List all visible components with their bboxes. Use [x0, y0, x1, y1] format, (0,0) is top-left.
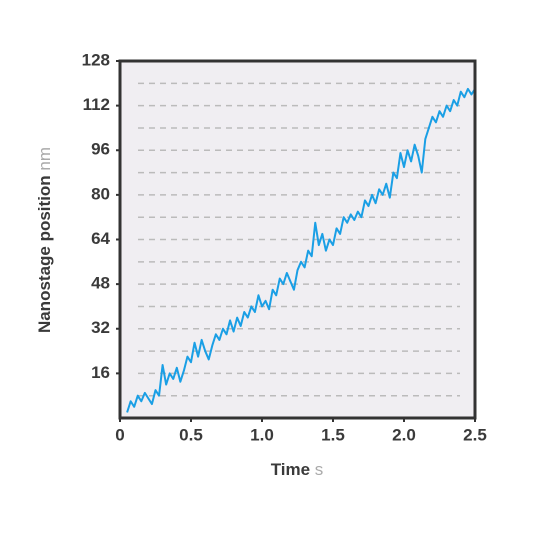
x-tick-label: 1.5 — [321, 425, 345, 444]
y-tick-label: 80 — [91, 184, 110, 203]
y-tick-label: 112 — [83, 95, 110, 114]
y-tick-label: 16 — [91, 363, 110, 382]
layer — [126, 82, 476, 413]
y-label-text: Nanostage position — [35, 175, 54, 333]
x-tick-label: 0.5 — [179, 425, 203, 444]
x-unit: s — [315, 460, 324, 479]
x-tick-label: 0 — [115, 425, 124, 444]
y-axis-label: Nanostage position nm — [35, 147, 54, 333]
y-tick-label: 96 — [91, 140, 110, 159]
x-label-text: Time — [271, 460, 310, 479]
y-tick-label: 48 — [91, 274, 110, 293]
y-tick-label: 32 — [91, 318, 110, 337]
data-line — [126, 87, 476, 413]
y-tick-label: 128 — [82, 50, 110, 69]
x-axis-label: Time s — [271, 460, 324, 479]
y-unit: nm — [35, 147, 54, 171]
x-tick-label: 1.0 — [250, 425, 274, 444]
x-tick-label: 2.0 — [392, 425, 416, 444]
y-tick-label: 64 — [91, 229, 110, 248]
x-tick-label: 2.5 — [463, 425, 487, 444]
